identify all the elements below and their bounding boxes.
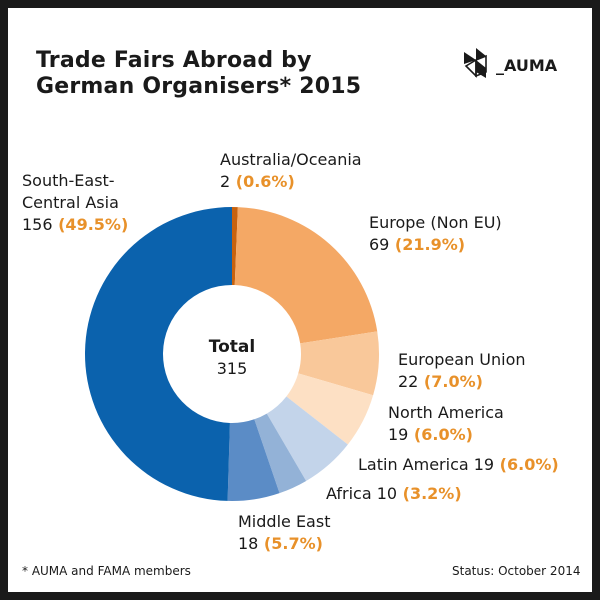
slice-7	[85, 207, 232, 501]
slice-label-7: South-East-Central Asia 156 (49.5%)	[22, 171, 128, 234]
title-line-2: German Organisers* 2015	[36, 74, 362, 99]
slice-label-4: Latin America 19 (6.0%)	[358, 455, 559, 474]
title-line-1: Trade Fairs Abroad by	[36, 48, 312, 73]
chart-card: Trade Fairs Abroad by German Organisers*…	[8, 8, 592, 592]
slice-0	[232, 207, 238, 286]
slice-4	[266, 396, 348, 481]
slice-percent-3: (6.0%)	[408, 425, 473, 444]
slice-percent-0: (0.6%)	[230, 172, 295, 191]
slice-label-1: Europe (Non EU) 69 (21.9%)	[369, 213, 502, 254]
slice-label-6: Middle East 18 (5.7%)	[238, 512, 330, 553]
donut-chart: Total 315 Australia/Oceania 2 (0.6%)Europe …	[22, 150, 559, 553]
slice-percent-4: (6.0%)	[494, 455, 559, 474]
center-label: Total	[209, 337, 255, 357]
slice-2	[298, 331, 379, 396]
auma-logo-text: _AUMA	[496, 56, 558, 75]
slice-1	[234, 207, 378, 344]
slice-label-3: North America 19 (6.0%)	[388, 403, 504, 444]
slice-percent-6: (5.7%)	[258, 534, 323, 553]
slice-label-2: European Union 22 (7.0%)	[398, 350, 526, 391]
status-note: Status: October 2014	[452, 564, 581, 578]
slice-5	[254, 413, 307, 494]
slice-percent-7: (49.5%)	[53, 215, 129, 234]
slice-3	[286, 373, 374, 445]
donut-hole	[164, 286, 300, 422]
auma-logo-mark	[464, 48, 487, 78]
slice-percent-2: (7.0%)	[418, 372, 483, 391]
auma-logo: _AUMA	[462, 46, 582, 86]
center-value: 315	[217, 359, 248, 378]
chart-title: Trade Fairs Abroad by German Organisers*…	[36, 48, 361, 100]
slice-6	[227, 419, 280, 501]
slice-label-5: Africa 10 (3.2%)	[326, 484, 462, 503]
slice-label-0: Australia/Oceania 2 (0.6%)	[220, 150, 362, 191]
footnote: * AUMA and FAMA members	[22, 564, 191, 578]
slice-percent-1: (21.9%)	[389, 235, 465, 254]
slice-percent-5: (3.2%)	[397, 484, 462, 503]
